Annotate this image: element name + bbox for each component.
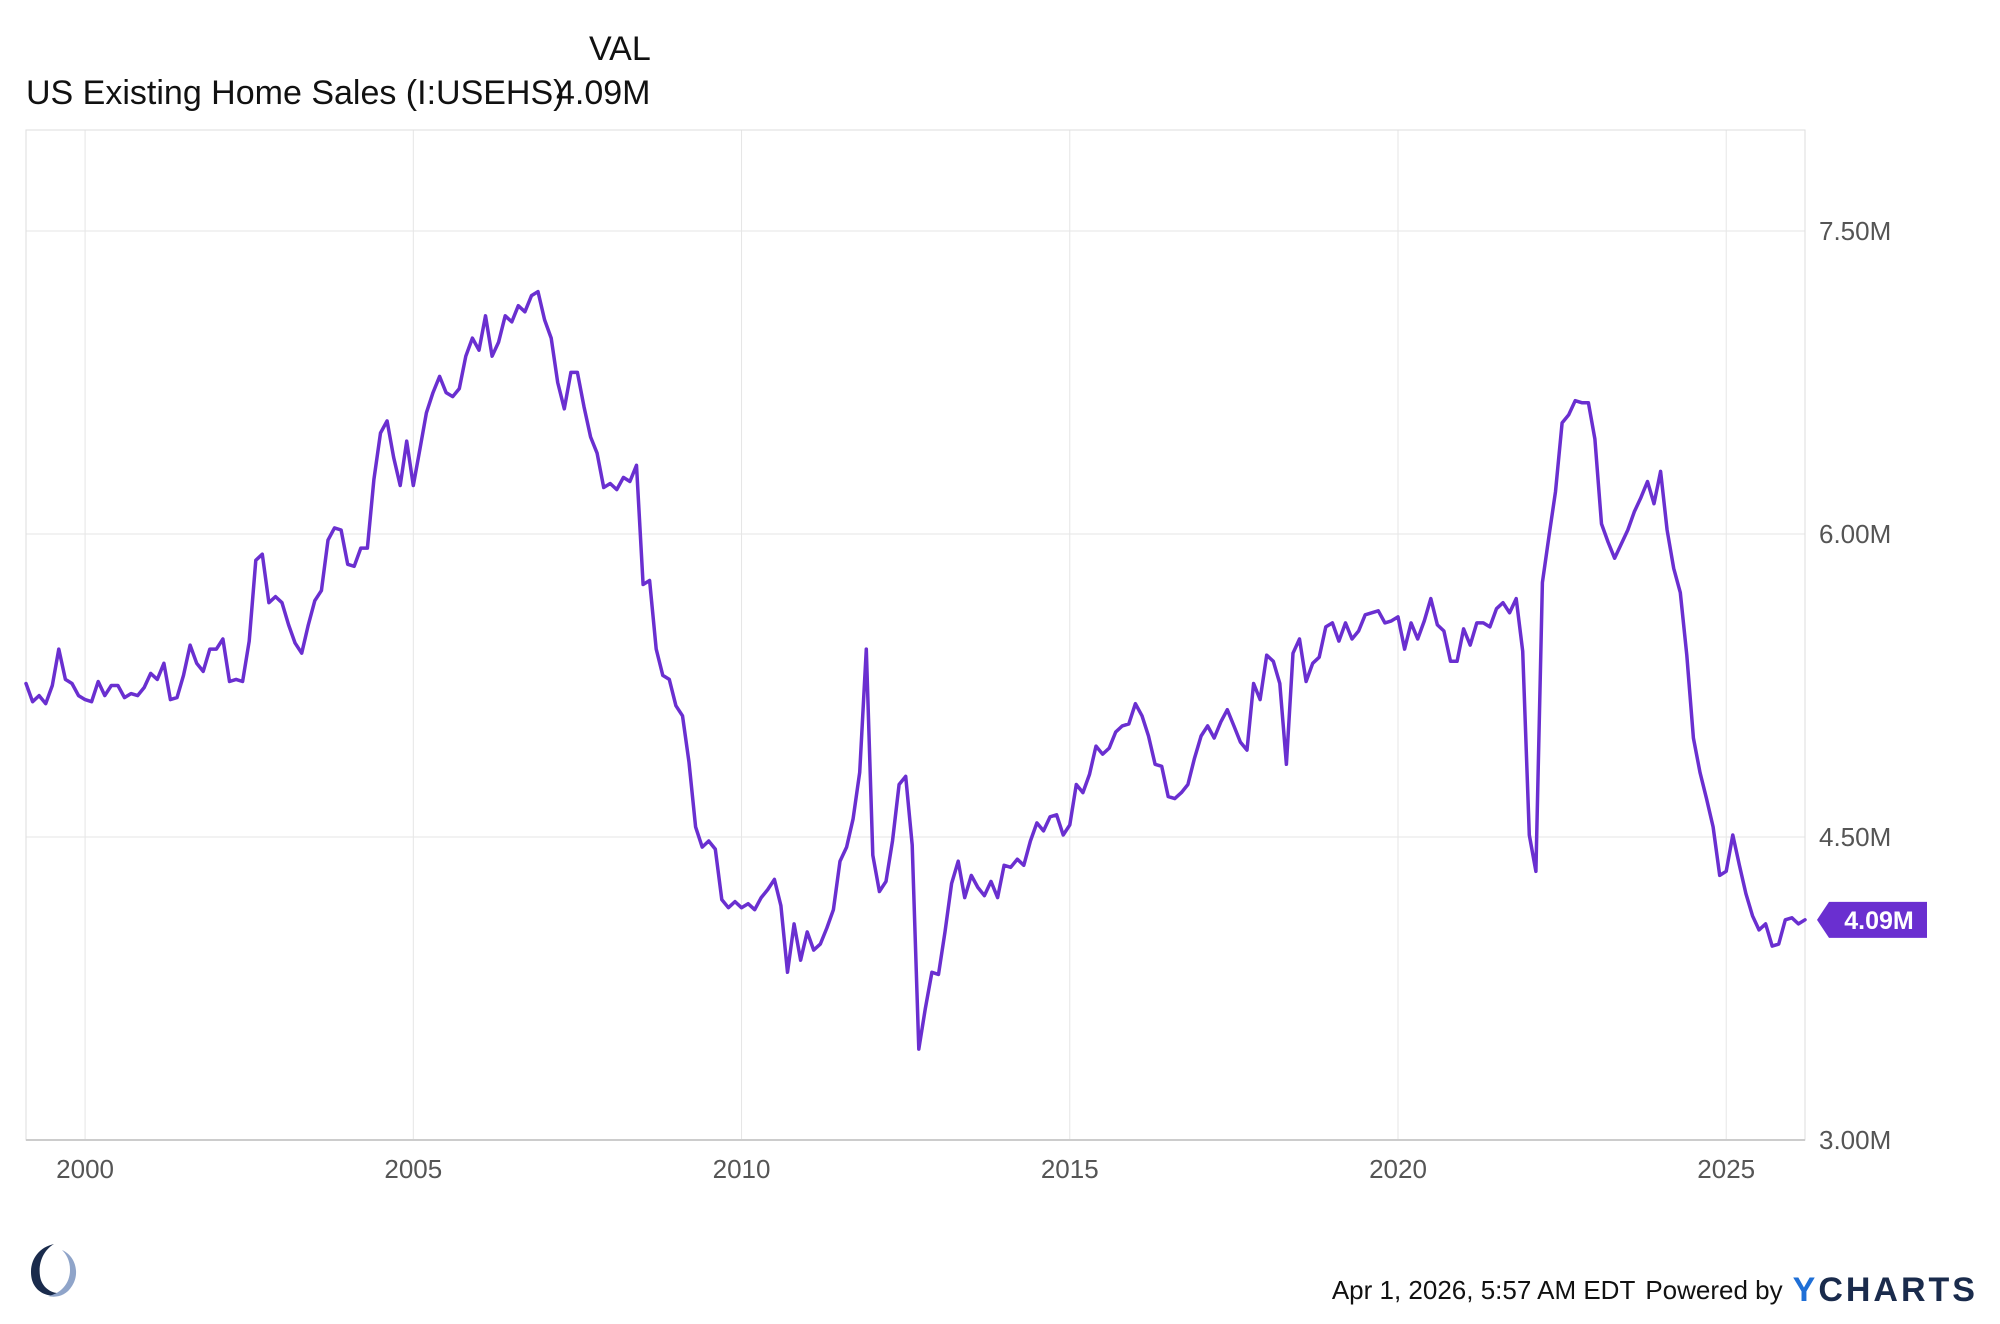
ycharts-brand-rest: CHARTS: [1818, 1271, 1978, 1309]
footer-powered-by: Powered by: [1645, 1275, 1783, 1305]
legend-value-header: VAL: [589, 30, 651, 68]
last-value-flag-shape: [1817, 901, 1927, 938]
y-axis: 3.00M 4.50M 6.00M 7.50M: [1819, 216, 1891, 1155]
legend-series-name[interactable]: US Existing Home Sales (I:USEHS): [26, 74, 565, 112]
ycharts-brand-y: Y: [1792, 1271, 1819, 1309]
y-tick-label: 4.50M: [1819, 822, 1891, 852]
last-value-label: 4.09M: [1844, 907, 1913, 935]
x-tick-label: 2000: [56, 1154, 114, 1184]
x-tick-label: 2010: [713, 1154, 771, 1184]
y-tick-label: 3.00M: [1819, 1125, 1891, 1155]
last-value-flag: 4.09M: [1817, 901, 1927, 938]
x-tick-label: 2025: [1697, 1154, 1755, 1184]
ycharts-logo-icon: [30, 1244, 77, 1297]
footer: Apr 1, 2026, 5:57 AM EDT Powered by YCHA…: [1332, 1271, 1978, 1310]
series-line-us-existing-home-sales[interactable]: [24, 289, 1807, 1051]
ycharts-brand[interactable]: YCHARTS: [1793, 1271, 1978, 1310]
x-tick-label: 2015: [1041, 1154, 1099, 1184]
legend-series-value: 4.09M: [556, 74, 651, 112]
y-tick-label: 6.00M: [1819, 519, 1891, 549]
x-axis: 2000 2005 2010 2015 2020 2025: [26, 1139, 1805, 1184]
footer-timestamp: Apr 1, 2026, 5:57 AM EDT: [1331, 1275, 1636, 1305]
x-tick-label: 2020: [1369, 1154, 1427, 1184]
x-tick-label: 2005: [384, 1154, 442, 1184]
y-tick-label: 7.50M: [1819, 216, 1891, 246]
